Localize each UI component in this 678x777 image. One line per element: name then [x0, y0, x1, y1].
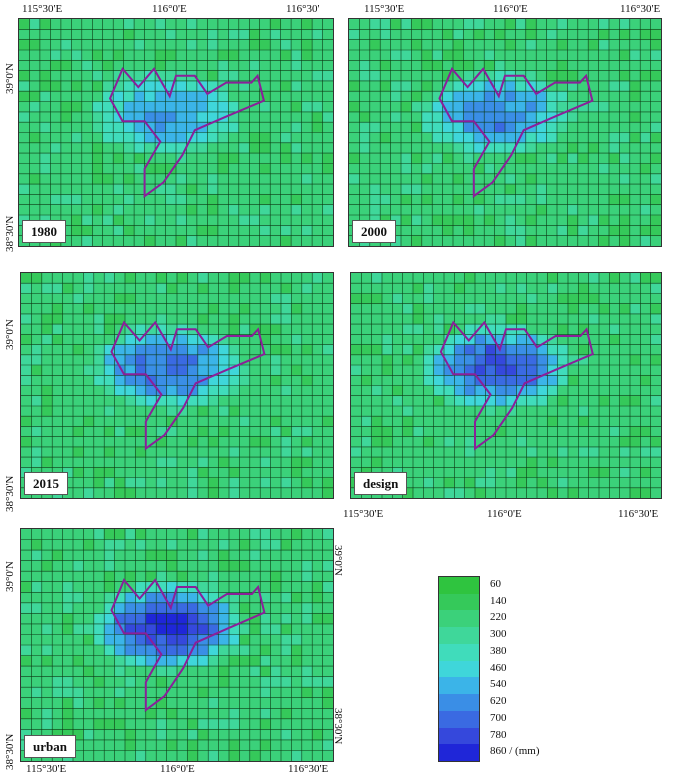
lat-label-39: 39°0'N — [4, 561, 16, 592]
legend-swatch — [439, 660, 479, 678]
lon-label-1: 115°30'E — [26, 763, 67, 775]
lon-label-2: 116°0'E — [160, 763, 195, 775]
lon-label-1: 115°30'E — [22, 3, 63, 15]
legend-label: 60 — [490, 578, 501, 590]
legend-swatch — [439, 710, 479, 729]
legend-swatch — [439, 744, 479, 762]
panel-label-2015: 2015 — [24, 472, 68, 495]
legend-swatch — [439, 727, 479, 745]
panel-label-2000: 2000 — [352, 220, 396, 243]
legend-swatch — [439, 610, 479, 628]
lon-label-2: 116°0'E — [493, 3, 528, 15]
legend-swatch — [439, 627, 479, 645]
legend-label: 700 — [490, 711, 507, 724]
lat-label-3830: 38°30'N — [4, 733, 16, 770]
legend-label: 380 — [490, 644, 507, 657]
lat-label-39: 39°0'N — [4, 63, 16, 94]
legend-label: 540 — [490, 678, 507, 691]
map-2015: 2015 — [20, 272, 334, 499]
panel-label-1980: 1980 — [22, 220, 66, 243]
legend-swatch — [439, 643, 479, 662]
map-2000: 2000 — [348, 18, 662, 247]
map-1980: 1980 — [18, 18, 334, 247]
lon-label-2: 116°0'E — [152, 3, 187, 15]
panel-label-urban: urban — [24, 735, 76, 758]
lon-label-3: 116°30'E — [620, 3, 661, 15]
legend-swatch — [439, 593, 479, 611]
lat-label-39: 39°0'N — [4, 319, 16, 350]
map-design: design — [350, 272, 662, 499]
lon-label-1: 115°30'E — [364, 3, 405, 15]
lon-label-3: 116°30' — [286, 3, 320, 15]
legend-label: 780 — [490, 728, 507, 741]
lon-label-3: 116°30'E — [618, 508, 659, 520]
legend-label: 620 — [490, 695, 507, 708]
legend-label: 140 — [490, 594, 507, 607]
legend-label: 300 — [490, 628, 507, 641]
legend-label: 220 — [490, 611, 507, 624]
legend-label: 460 — [490, 661, 507, 674]
lon-label-1: 115°30'E — [343, 508, 384, 520]
legend-swatch — [439, 577, 479, 595]
lat-label-3830: 38°30'N — [4, 475, 16, 512]
legend-swatch — [439, 694, 479, 712]
lon-label-2: 116°0'E — [487, 508, 522, 520]
legend-swatch — [439, 677, 479, 695]
lon-label-3: 116°30'E — [288, 763, 329, 775]
color-legend — [438, 576, 480, 762]
legend-label: 860 / (mm) — [490, 745, 540, 758]
lat-label-3830: 38°30'N — [4, 215, 16, 252]
panel-label-design: design — [354, 472, 408, 495]
map-urban: urban — [20, 528, 334, 762]
